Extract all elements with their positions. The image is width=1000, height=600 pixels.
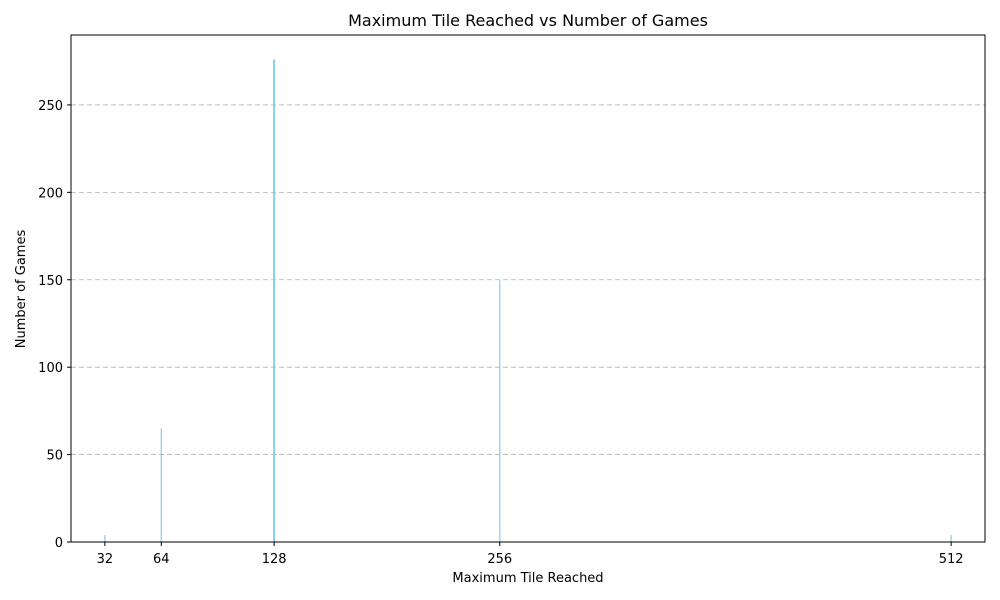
y-tick-label: 50 (46, 449, 63, 464)
x-axis: 32 64 128 256 512 (97, 542, 964, 567)
y-axis-label: Number of Games (14, 230, 29, 349)
gridlines (71, 104, 985, 455)
x-tick-label: 128 (262, 552, 287, 567)
plot-frame (70, 34, 986, 543)
y-tick-label: 150 (38, 274, 63, 289)
y-tick-label: 100 (38, 361, 63, 376)
bars (104, 59, 952, 542)
bar-128 (273, 59, 276, 542)
y-tick-label: 0 (55, 536, 63, 551)
bar-256 (499, 279, 501, 542)
x-tick-label: 32 (97, 552, 114, 567)
x-tick-label: 64 (153, 552, 170, 567)
x-tick-label: 256 (487, 552, 512, 567)
y-tick-label: 200 (38, 186, 63, 201)
y-axis: 0 50 100 150 200 250 (38, 99, 71, 551)
x-tick-label: 512 (939, 552, 964, 567)
chart-title: Maximum Tile Reached vs Number of Games (348, 11, 708, 30)
x-axis-label: Maximum Tile Reached (452, 571, 603, 586)
bar-32 (104, 535, 106, 542)
y-tick-label: 250 (38, 99, 63, 114)
bar-512 (950, 535, 952, 542)
bar-64 (160, 428, 162, 542)
